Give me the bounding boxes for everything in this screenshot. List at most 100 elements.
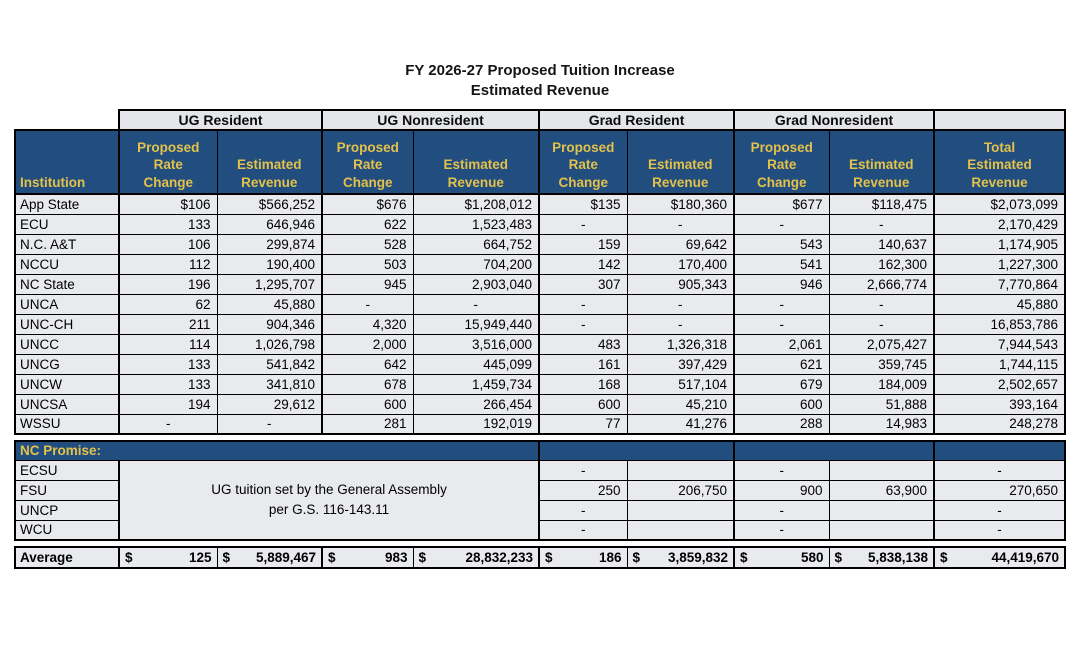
value-cell: 77 — [538, 413, 628, 435]
value-cell: 946 — [733, 273, 830, 295]
currency-symbol: $ — [125, 550, 133, 565]
average-value-cell: $44,419,670 — [933, 546, 1067, 569]
value-cell: - — [412, 293, 540, 315]
value-cell: 281 — [321, 413, 414, 435]
header-grad-res-rate: Proposed Rate Change — [538, 129, 628, 195]
section-gap — [15, 434, 1066, 441]
value-cell — [626, 459, 735, 481]
value-cell — [828, 459, 935, 481]
currency-symbol: $ — [418, 550, 427, 565]
value-cell: 41,276 — [626, 413, 735, 435]
value-cell: 133 — [118, 213, 218, 235]
value-cell: 642 — [321, 353, 414, 375]
table-row: UNCG 133 541,842 642 445,099 161 397,429 621 359… — [14, 353, 1067, 375]
institution-cell: FSU — [14, 479, 120, 501]
value-cell: 112 — [118, 253, 218, 275]
value-cell: 503 — [321, 253, 414, 275]
value-cell: - — [733, 499, 830, 521]
average-amount: 983 — [384, 550, 408, 565]
accounting-cell-content: $5,838,138 — [835, 550, 929, 565]
value-cell: 622 — [321, 213, 414, 235]
value-cell: - — [733, 459, 830, 481]
header-ug-res-revenue: Estimated Revenue — [216, 129, 323, 195]
value-cell: 250 — [538, 479, 628, 501]
nc-promise-rows: ECSU UG tuition set by the General Assemb… — [14, 459, 1067, 541]
value-cell: $180,360 — [626, 193, 735, 215]
currency-symbol: $ — [940, 550, 948, 565]
nc-promise-blank-grad-nonres — [733, 440, 935, 461]
value-cell: 1,326,318 — [626, 333, 735, 355]
table-row: UNCSA 194 29,612 600 266,454 600 45,210 600 51,8… — [14, 393, 1067, 415]
value-cell: 192,019 — [412, 413, 540, 435]
average-amount: 580 — [801, 550, 824, 565]
institution-cell: ECSU — [14, 459, 120, 481]
value-cell: 359,745 — [828, 353, 935, 375]
average-row: Average $125 $5,889,467 $983 $28,832,233 $18… — [14, 546, 1067, 569]
table-row: UNCW 133 341,810 678 1,459,734 168 517,104 679 1… — [14, 373, 1067, 395]
value-cell: 600 — [538, 393, 628, 415]
value-cell: 133 — [118, 373, 218, 395]
nc-promise-note: UG tuition set by the General Assembly p… — [117, 459, 541, 541]
value-cell: 29,612 — [216, 393, 323, 415]
value-cell: 45,210 — [626, 393, 735, 415]
average-value-cell: $983 — [321, 546, 414, 569]
value-cell — [626, 519, 735, 541]
table-row: WSSU - -281 192,019 77 41,276 288 14,983 248,278 — [14, 413, 1067, 435]
value-cell: 16,853,786 — [933, 313, 1067, 335]
section-gap — [15, 540, 1066, 547]
header-grad-nonres-rate: Proposed Rate Change — [733, 129, 830, 195]
nc-promise-header-row: NC Promise: — [13, 440, 1067, 461]
value-cell: 2,000 — [321, 333, 414, 355]
value-cell: 341,810 — [216, 373, 323, 395]
table-row: NC State 196 1,295,707 945 2,903,040 307 905,3… — [14, 273, 1067, 295]
currency-symbol: $ — [740, 550, 748, 565]
value-cell: 299,874 — [216, 233, 323, 255]
value-cell: 4,320 — [321, 313, 414, 335]
value-cell: - — [733, 293, 830, 315]
value-cell: 541,842 — [216, 353, 323, 375]
institution-cell: UNCG — [14, 353, 120, 375]
nc-promise-blank-total — [933, 440, 1067, 461]
value-cell: 184,009 — [828, 373, 935, 395]
value-cell — [828, 519, 935, 541]
value-cell: 211 — [118, 313, 218, 335]
nc-promise-row: WCU - - - — [14, 519, 1067, 541]
value-cell: 51,888 — [828, 393, 935, 415]
value-cell: - — [933, 499, 1067, 521]
average-amount: 5,838,138 — [867, 550, 929, 565]
value-cell: $135 — [538, 193, 628, 215]
institution-cell: UNCSA — [14, 393, 120, 415]
value-cell: - — [733, 213, 830, 235]
value-cell: - — [538, 313, 628, 335]
group-header-row: UG Resident UG Nonresident Grad Resident… — [15, 109, 1067, 131]
value-cell: 270,650 — [933, 479, 1067, 501]
value-cell: 190,400 — [216, 253, 323, 275]
currency-symbol: $ — [834, 550, 843, 565]
value-cell: 140,637 — [828, 233, 935, 255]
value-cell: $677 — [733, 193, 830, 215]
value-cell: 168 — [538, 373, 628, 395]
value-cell: 3,516,000 — [412, 333, 540, 355]
table-row: UNCC 114 1,026,798 2,000 3,516,000 483 1,326,3… — [14, 333, 1067, 355]
value-cell: 541 — [733, 253, 830, 275]
average-value-cell: $5,838,138 — [828, 546, 935, 569]
value-cell: 2,502,657 — [933, 373, 1067, 395]
value-cell: - — [626, 313, 735, 335]
average-value-cell: $125 — [118, 546, 218, 569]
value-cell: 288 — [733, 413, 830, 435]
title-line-2: Estimated Revenue — [470, 81, 610, 99]
title-line-1: FY 2026-27 Proposed Tuition Increase — [405, 62, 675, 79]
currency-symbol: $ — [222, 550, 231, 565]
institution-cell: UNCW — [14, 373, 120, 395]
group-header-ug-nonresident: UG Nonresident — [321, 109, 541, 131]
table-row: NCCU 112 190,400 503 704,200 142 170,400 541 162… — [14, 253, 1067, 275]
value-cell: 1,026,798 — [216, 333, 323, 355]
value-cell: - — [216, 413, 323, 435]
value-cell: 206,750 — [626, 479, 735, 501]
value-cell: 2,170,429 — [933, 213, 1067, 235]
nc-promise-row: FSU 250 206,750 900 63,900 270,650 — [14, 479, 1067, 501]
value-cell: 7,944,543 — [933, 333, 1067, 355]
institution-rows: App State $106 $566,252 $676 $1,208,012 $135 $… — [14, 193, 1067, 435]
accounting-cell-content: $983 — [328, 550, 408, 565]
